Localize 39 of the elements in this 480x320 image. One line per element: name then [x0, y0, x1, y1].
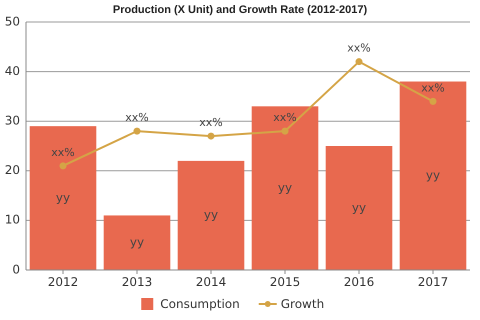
y-tick-label: 20: [4, 163, 20, 178]
point: [134, 128, 140, 135]
bar: [400, 82, 466, 270]
legend-label: Growth: [280, 297, 324, 311]
data-label: yy: [426, 168, 440, 182]
chart-title: Production (X Unit) and Growth Rate (2012-2017): [112, 4, 368, 16]
y-tick-label: 50: [4, 14, 20, 28]
y-tick-label: 40: [4, 64, 20, 78]
point: [430, 98, 436, 105]
x-tick-label: 2013: [122, 275, 152, 289]
x-tick-label: 2016: [344, 275, 374, 289]
data-label: yy: [278, 180, 292, 194]
data-label: xx%: [199, 116, 223, 130]
bar: [178, 160, 244, 270]
y-tick-label: 10: [4, 212, 20, 227]
x-tick-label: 2017: [418, 275, 448, 289]
data-label: xx%: [51, 146, 75, 159]
bar: [326, 146, 392, 270]
bar: [104, 215, 170, 270]
legend-label: Consumption: [160, 297, 240, 311]
bar: [30, 126, 96, 270]
data-label: xx%: [421, 81, 445, 94]
data-label: xx%: [273, 111, 297, 124]
point: [282, 128, 288, 135]
point: [60, 162, 66, 170]
x-tick-label: 2012: [48, 275, 78, 289]
bar: [252, 106, 318, 270]
data-label: yy: [130, 235, 144, 249]
x-tick-label: 2015: [270, 275, 300, 289]
data-label: yy: [352, 200, 366, 214]
x-tick-label: 2014: [196, 275, 226, 289]
point: [208, 132, 214, 140]
data-label: xx%: [347, 42, 371, 55]
data-label: xx%: [125, 111, 149, 124]
data-label: yy: [204, 208, 218, 222]
data-label: yy: [56, 190, 70, 204]
y-tick-label: 0: [12, 262, 20, 276]
point: [356, 58, 362, 66]
y-tick-label: 30: [4, 113, 20, 128]
